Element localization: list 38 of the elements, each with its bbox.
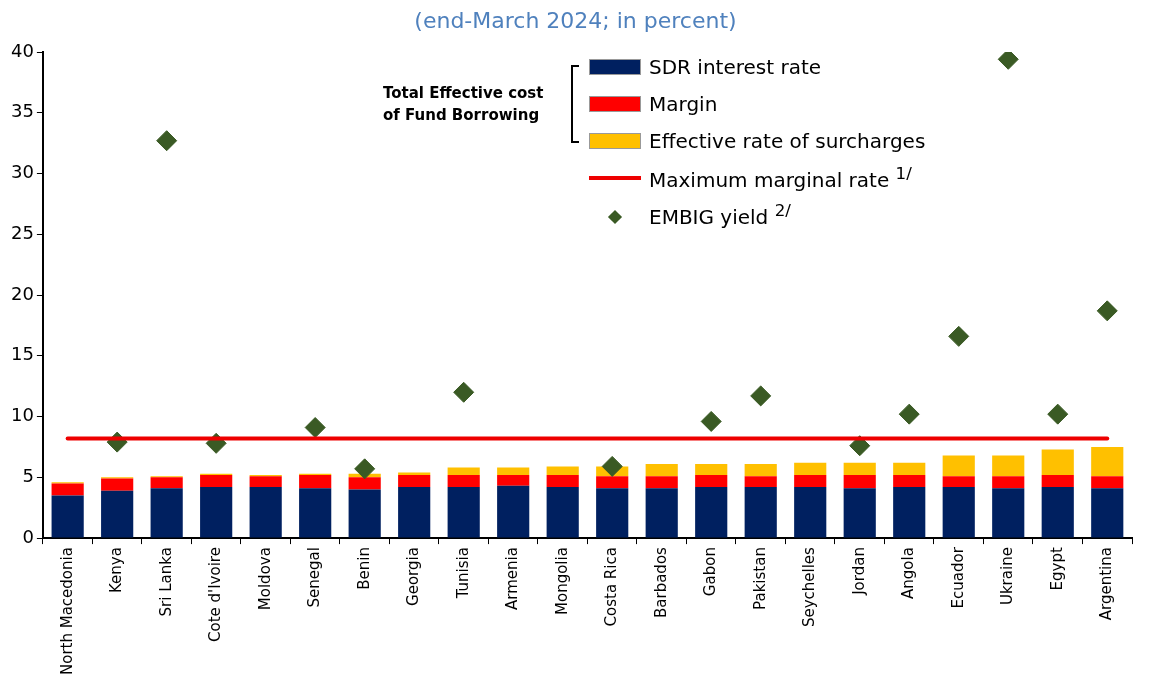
legend-label: Effective rate of surcharges xyxy=(649,128,926,153)
x-tick-label: Pakistan xyxy=(750,547,769,610)
legend-label: SDR interest rate xyxy=(649,54,822,79)
x-tick-label: Seychelles xyxy=(800,546,819,628)
y-tick-label: 25 xyxy=(11,221,34,243)
y-tick-label: 20 xyxy=(11,282,34,304)
x-tick-label: Egypt xyxy=(1047,546,1066,591)
x-tick-label: Tunisia xyxy=(453,547,472,600)
x-tick-label: Benin xyxy=(354,547,373,590)
x-tick-label: North Macedonia xyxy=(57,547,76,676)
legend-label: Maximum marginal rate $^{1/}$ xyxy=(649,163,912,192)
y-tick-label: 15 xyxy=(11,343,34,365)
x-tick-label: Ecuador xyxy=(948,546,967,609)
x-tick-label: Jordan xyxy=(849,547,868,596)
y-tick-label: 5 xyxy=(22,465,34,487)
y-tick-label: 10 xyxy=(11,404,34,426)
x-tick-label: Ukraine xyxy=(998,547,1017,606)
legend-label: Margin xyxy=(649,91,718,116)
x-tick-label: Georgia xyxy=(404,547,423,606)
chart-subtitle: (end-March 2024; in percent) xyxy=(413,8,738,35)
x-tick-label: Costa Rica xyxy=(602,547,621,627)
x-tick-label: Moldova xyxy=(255,547,274,611)
legend-label: EMBIG yield $^{2/}$ xyxy=(649,200,791,229)
x-tick-label: Mongolia xyxy=(552,547,571,615)
x-tick-label: Sri Lanka xyxy=(156,547,175,617)
y-tick-label: 0 xyxy=(22,525,34,547)
x-tick-label: Senegal xyxy=(305,547,324,608)
legend-title: Total Effective cost of Fund Borrowing xyxy=(383,82,545,126)
x-tick-label: Angola xyxy=(899,547,918,599)
x-tick-label: Gabon xyxy=(701,547,720,597)
y-tick-label: 40 xyxy=(11,39,34,61)
y-tick-label: 30 xyxy=(11,161,34,183)
x-tick-label: Barbados xyxy=(651,546,670,618)
x-tick-label: Argentina xyxy=(1097,547,1116,621)
x-tick-label: Armenia xyxy=(503,547,522,610)
x-tick-label: Cote d'Ivoire xyxy=(206,547,225,642)
x-tick-label: Kenya xyxy=(107,547,126,594)
y-tick-label: 35 xyxy=(11,100,34,122)
